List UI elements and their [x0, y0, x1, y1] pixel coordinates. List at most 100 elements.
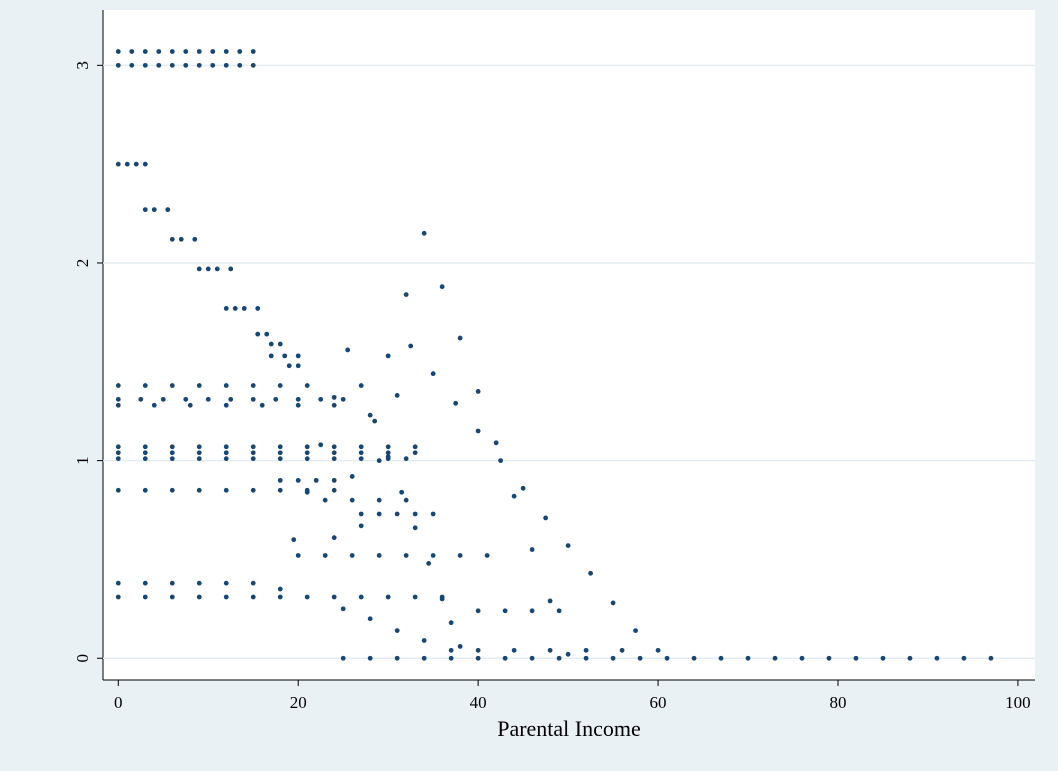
point [403, 292, 409, 298]
point [129, 62, 135, 68]
point [961, 655, 967, 661]
point [331, 444, 337, 450]
point [115, 62, 121, 68]
point [142, 594, 148, 600]
point [340, 655, 346, 661]
point [610, 600, 616, 606]
point [237, 62, 243, 68]
point [385, 594, 391, 600]
point [448, 655, 454, 661]
point [331, 477, 337, 483]
point [183, 62, 189, 68]
x-tick-label: 100 [1005, 693, 1031, 712]
point [372, 418, 378, 424]
point [169, 236, 175, 242]
point [349, 497, 355, 503]
point [277, 594, 283, 600]
point [610, 655, 616, 661]
point [223, 594, 229, 600]
point [583, 655, 589, 661]
point [223, 444, 229, 450]
point [196, 62, 202, 68]
point [934, 655, 940, 661]
point [421, 230, 427, 236]
point [799, 655, 805, 661]
point [124, 161, 130, 167]
point [223, 402, 229, 408]
point [520, 485, 526, 491]
point [115, 450, 121, 456]
point [277, 477, 283, 483]
point [232, 306, 238, 311]
point [259, 402, 265, 408]
point [588, 570, 593, 576]
point [547, 598, 553, 604]
point [196, 594, 202, 600]
point [493, 440, 499, 446]
point [183, 49, 189, 54]
point [394, 628, 400, 633]
point [430, 371, 436, 377]
point [475, 655, 481, 661]
point [277, 444, 283, 450]
point [421, 655, 427, 661]
point [250, 49, 256, 54]
point [318, 396, 324, 402]
point [385, 444, 391, 450]
point [223, 383, 229, 388]
point [457, 553, 463, 558]
point [340, 396, 346, 402]
point [691, 655, 697, 661]
point [556, 655, 562, 661]
point [304, 450, 310, 456]
plot-area [103, 10, 1035, 680]
point [331, 394, 337, 400]
point [196, 266, 202, 272]
point [255, 306, 261, 311]
point [250, 580, 256, 586]
point [412, 511, 418, 517]
point [439, 596, 445, 602]
point [358, 450, 364, 456]
point [412, 525, 418, 531]
point [228, 396, 234, 402]
point [223, 450, 229, 456]
point [223, 62, 229, 68]
point [115, 383, 121, 388]
point [169, 62, 175, 68]
point [250, 383, 256, 388]
point [115, 49, 121, 54]
point [448, 647, 454, 653]
point [565, 651, 571, 657]
point [205, 266, 211, 272]
point [255, 331, 261, 337]
point [529, 547, 535, 552]
point [241, 306, 247, 311]
point [367, 412, 373, 418]
point [772, 655, 778, 661]
point [331, 456, 337, 462]
point [664, 655, 670, 661]
point [358, 383, 364, 388]
point [345, 347, 351, 353]
point [304, 444, 310, 450]
point [318, 442, 324, 448]
point [115, 444, 121, 450]
point [250, 456, 256, 462]
point [169, 487, 175, 493]
point [223, 487, 229, 493]
point [385, 454, 391, 460]
point [358, 456, 364, 462]
point [826, 655, 832, 661]
point [376, 497, 382, 503]
point [304, 383, 310, 388]
point [160, 396, 166, 402]
y-tick-label: 2 [73, 259, 92, 268]
point [853, 655, 859, 661]
point [115, 396, 121, 402]
point [196, 487, 202, 493]
point [484, 553, 490, 558]
point [273, 396, 279, 402]
point [633, 628, 638, 633]
point [403, 497, 409, 503]
